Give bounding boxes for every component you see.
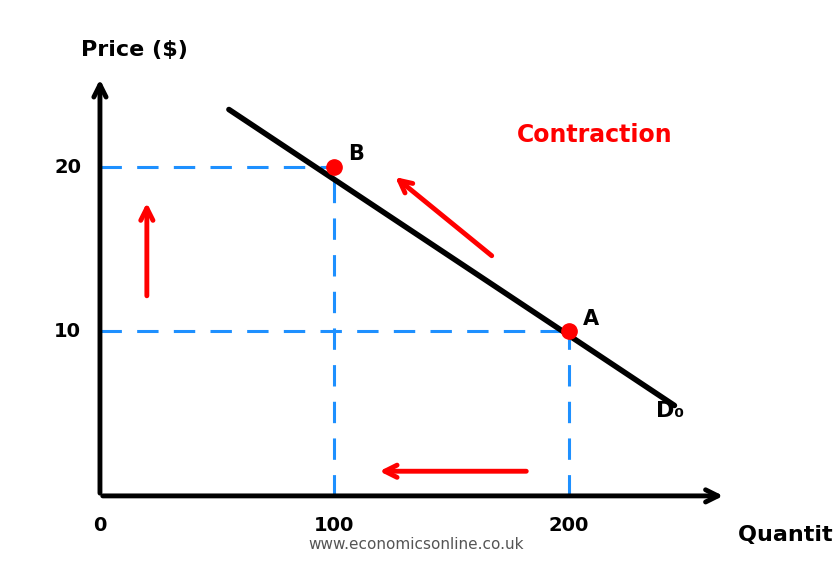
Text: 100: 100 <box>314 516 355 535</box>
Text: 20: 20 <box>54 157 81 177</box>
Text: B: B <box>348 144 364 165</box>
Text: Quantity Demanded: Quantity Demanded <box>738 526 833 545</box>
Text: 200: 200 <box>549 516 589 535</box>
Text: www.economicsonline.co.uk: www.economicsonline.co.uk <box>309 537 524 552</box>
Text: D₀: D₀ <box>656 401 684 421</box>
Text: 10: 10 <box>54 322 81 341</box>
Text: 0: 0 <box>93 516 107 535</box>
Text: Price ($): Price ($) <box>81 40 188 60</box>
Text: A: A <box>583 309 599 329</box>
Text: Contraction: Contraction <box>517 123 673 148</box>
